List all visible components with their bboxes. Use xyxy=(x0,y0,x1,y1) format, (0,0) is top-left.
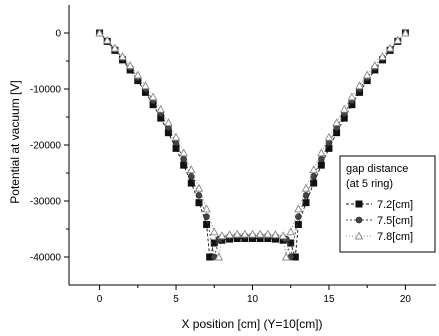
series-3 xyxy=(95,28,410,261)
y-tick-label: -10000 xyxy=(30,85,62,96)
data-point xyxy=(294,204,303,213)
y-tick-label: -30000 xyxy=(30,197,62,208)
x-tick-label: 0 xyxy=(97,294,103,305)
x-tick-label: 5 xyxy=(173,294,179,305)
data-point xyxy=(401,28,410,37)
data-point xyxy=(118,52,127,60)
data-point xyxy=(355,81,364,90)
data-point xyxy=(133,70,143,79)
x-axis: 0 5 10 15 20 xyxy=(97,285,412,305)
data-point xyxy=(225,230,234,239)
data-point xyxy=(180,155,187,163)
data-point xyxy=(172,144,180,152)
y-axis: 0 -10000 -20000 -30000 -40000 xyxy=(30,29,69,264)
data-point xyxy=(301,183,311,192)
data-point xyxy=(317,148,326,157)
data-point xyxy=(287,239,295,247)
data-point xyxy=(362,70,372,79)
data-point xyxy=(263,229,273,238)
x-tick-label: 15 xyxy=(323,294,335,305)
data-point xyxy=(195,192,203,199)
data-point xyxy=(164,118,173,127)
data-point xyxy=(148,92,158,101)
y-tick-label: -20000 xyxy=(30,141,62,152)
data-point xyxy=(325,139,333,147)
data-point xyxy=(310,179,318,187)
data-point xyxy=(318,155,325,163)
data-point xyxy=(255,229,265,238)
legend-entries: 7.2[cm] 7.5[cm] 7.8[cm] xyxy=(346,199,413,243)
data-point xyxy=(294,221,302,229)
legend-entry-1: 7.2[cm] xyxy=(346,199,413,211)
data-point xyxy=(179,148,188,157)
data-point xyxy=(281,252,291,261)
legend-title-line-2: (at 5 ring) xyxy=(346,178,393,190)
data-point xyxy=(172,139,180,147)
data-point xyxy=(370,61,380,69)
data-point xyxy=(385,43,395,52)
y-tick-label: -40000 xyxy=(30,253,62,264)
legend-label: 7.5[cm] xyxy=(377,215,413,227)
data-point xyxy=(203,213,210,220)
data-point xyxy=(332,118,341,127)
data-point xyxy=(393,35,403,44)
data-point xyxy=(295,213,302,220)
data-point xyxy=(214,252,224,261)
data-point xyxy=(95,28,104,37)
legend-marker xyxy=(355,216,363,224)
data-point xyxy=(309,165,318,174)
x-axis-label: X position [cm] (Y=10[cm]) xyxy=(181,317,322,331)
data-point xyxy=(141,81,150,90)
data-point xyxy=(110,43,120,52)
legend-entry-2: 7.5[cm] xyxy=(346,215,413,227)
legend-entry-3: 7.8[cm] xyxy=(346,231,413,243)
data-point xyxy=(188,173,195,180)
data-point xyxy=(210,227,219,236)
data-point xyxy=(324,132,334,141)
data-point xyxy=(102,35,112,44)
data-point xyxy=(203,221,211,229)
data-point xyxy=(187,179,195,187)
data-point xyxy=(271,230,280,239)
data-point xyxy=(278,231,288,240)
data-point xyxy=(310,173,317,180)
data-point xyxy=(302,199,310,207)
y-tick-label: 0 xyxy=(55,29,61,40)
data-point xyxy=(232,229,242,238)
x-tick-label: 20 xyxy=(400,294,412,305)
data-point xyxy=(187,165,196,174)
data-point xyxy=(317,161,325,169)
legend-label: 7.8[cm] xyxy=(377,231,413,243)
data-point xyxy=(248,229,257,238)
legend: gap distance (at 5 ring) 7.2[cm]7.5[cm]7… xyxy=(339,155,436,253)
data-point xyxy=(240,229,250,238)
data-point xyxy=(156,104,166,113)
legend-marker xyxy=(354,231,364,240)
legend-label: 7.2[cm] xyxy=(377,199,413,211)
data-point xyxy=(339,104,349,113)
data-point xyxy=(286,227,295,236)
x-tick-label: 10 xyxy=(247,294,259,305)
data-point xyxy=(171,132,181,141)
legend-title-line-1: gap distance xyxy=(346,163,408,175)
y-axis-label: Potential at vacuum [V] xyxy=(8,80,22,203)
series-layer xyxy=(95,28,410,261)
legend-marker xyxy=(355,200,363,208)
data-point xyxy=(217,231,227,240)
data-point xyxy=(194,183,204,192)
data-point xyxy=(125,61,135,69)
data-point xyxy=(378,52,387,60)
data-point xyxy=(347,92,357,101)
data-point xyxy=(195,199,203,207)
data-point xyxy=(202,204,211,213)
data-point xyxy=(302,192,310,199)
